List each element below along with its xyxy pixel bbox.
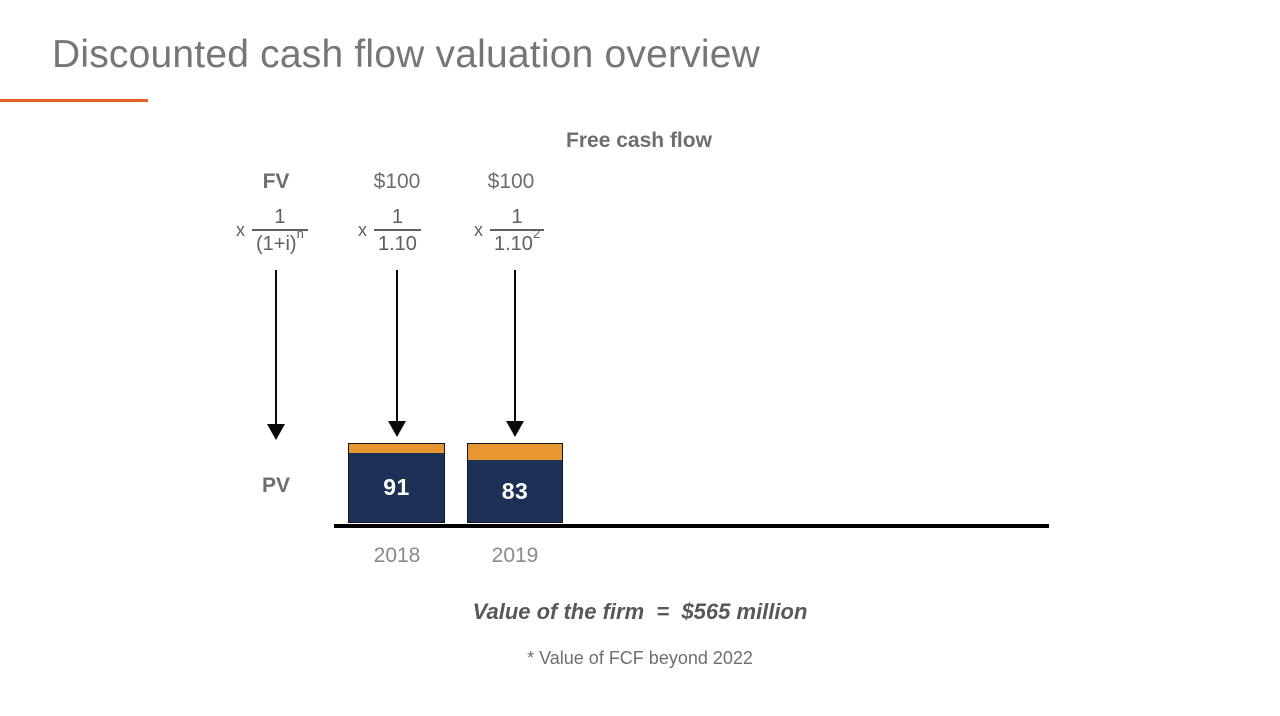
column-head-fv: FV: [262, 170, 290, 193]
title-accent-rule: [0, 99, 148, 102]
arrow-head-2018: [388, 421, 406, 437]
arrow-shaft-2018: [396, 270, 398, 421]
fraction-2018: 1 1.10: [374, 206, 421, 256]
fraction-denominator-generic: (1+i)n: [252, 227, 308, 256]
multiply-symbol-2018: x: [358, 220, 367, 241]
discount-formula-generic: x 1 (1+i)n: [236, 206, 308, 256]
column-head-fcf-2019: $100: [487, 170, 535, 193]
arrow-shaft-2019: [514, 270, 516, 421]
row-label-pv: PV: [261, 474, 290, 497]
bar-cap-2018: [348, 443, 445, 453]
fraction-numerator-2019: 1: [511, 206, 523, 228]
denominator-exponent-2019: 2: [532, 225, 541, 241]
multiply-symbol-2019: x: [474, 220, 483, 241]
arrow-shaft-generic: [275, 270, 277, 424]
free-cash-flow-header: Free cash flow: [566, 129, 712, 152]
fraction-bar-2018: [374, 229, 421, 232]
bar-2018: 91: [348, 443, 445, 523]
fraction-2019: 1 1.102: [490, 206, 545, 256]
x-axis-label-2018: 2018: [373, 544, 421, 567]
fraction-generic: 1 (1+i)n: [252, 206, 308, 256]
denominator-exponent-generic: n: [296, 225, 304, 241]
x-axis-line: [334, 524, 1049, 528]
down-arrow-2019: [506, 270, 524, 437]
x-axis-label-2019: 2019: [491, 544, 539, 567]
bar-body-2019: 83: [467, 460, 563, 523]
fraction-numerator-generic: 1: [274, 206, 286, 228]
fraction-bar-generic: [252, 229, 308, 232]
denominator-base-2019: 1.10: [494, 233, 533, 256]
denominator-base-2018: 1.10: [378, 233, 417, 256]
fraction-bar-2019: [490, 229, 545, 232]
down-arrow-2018: [388, 270, 406, 437]
firm-value-summary: Value of the firm = $565 million: [472, 599, 808, 624]
arrow-head-2019: [506, 421, 524, 437]
arrow-head-generic: [267, 424, 285, 440]
discount-formula-2019: x 1 1.102: [474, 206, 545, 256]
bar-value-2019: 83: [501, 477, 529, 504]
column-head-fcf-2018: $100: [373, 170, 421, 193]
bar-value-2018: 91: [383, 474, 410, 500]
bar-cap-2019: [467, 443, 563, 460]
footnote: * Value of FCF beyond 2022: [527, 648, 753, 668]
discount-formula-2018: x 1 1.10: [358, 206, 421, 256]
bar-body-2018: 91: [348, 453, 445, 523]
denominator-base-generic: (1+i): [256, 233, 297, 256]
fraction-numerator-2018: 1: [391, 206, 404, 228]
down-arrow-generic: [267, 270, 285, 440]
bar-2019: 83: [467, 443, 563, 523]
page-title: Discounted cash flow valuation overview: [52, 33, 760, 76]
fraction-denominator-2018: 1.10: [374, 231, 421, 255]
fraction-denominator-2019: 1.102: [490, 227, 544, 256]
multiply-symbol-generic: x: [236, 220, 245, 241]
